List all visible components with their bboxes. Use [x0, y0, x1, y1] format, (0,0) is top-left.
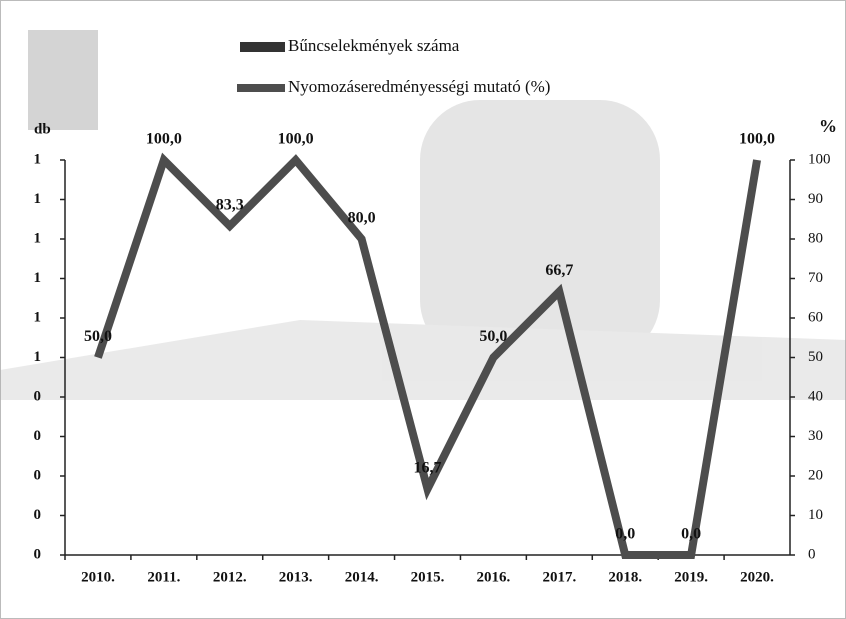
- data-label: 83,3: [216, 197, 244, 214]
- x-tick-label: 2018.: [608, 569, 642, 585]
- y2-tick-label: 10: [808, 507, 823, 523]
- data-label: 100,0: [146, 131, 182, 148]
- x-tick-label: 2016.: [477, 569, 511, 585]
- data-label: 100,0: [278, 131, 314, 148]
- x-tick-label: 2012.: [213, 569, 247, 585]
- legend-swatch: [240, 42, 285, 52]
- x-tick-label: 2014.: [345, 569, 379, 585]
- x-tick-label: 2011.: [147, 569, 180, 585]
- x-tick-label: 2019.: [674, 569, 708, 585]
- y2-tick-label: 50: [808, 349, 823, 365]
- x-tick-label: 2013.: [279, 569, 313, 585]
- y-tick-label: 1: [34, 349, 42, 365]
- y-tick-label: 0: [34, 546, 42, 562]
- y2-tick-label: 40: [808, 388, 823, 404]
- y2-axis-title: %: [819, 116, 837, 136]
- logo: [28, 30, 98, 130]
- data-label: 50,0: [84, 328, 112, 345]
- data-label: 50,0: [479, 328, 507, 345]
- data-label: 80,0: [348, 210, 376, 227]
- y-tick-label: 1: [34, 151, 42, 167]
- line: [94, 152, 761, 559]
- y2-tick-label: 0: [808, 546, 816, 562]
- y-tick-label: 0: [34, 388, 42, 404]
- y-tick-label: 1: [34, 270, 42, 286]
- y-tick-label: 0: [34, 428, 42, 444]
- data-label: 66,7: [545, 262, 573, 279]
- data-label: 100,0: [739, 131, 775, 148]
- y-tick-label: 1: [34, 230, 42, 246]
- legend-label: Nyomozáseredményességi mutató (%): [288, 77, 550, 96]
- y2-tick-label: 60: [808, 309, 823, 325]
- building: [420, 100, 660, 360]
- x-tick-label: 2017.: [542, 569, 576, 585]
- y-tick-label: 1: [34, 309, 42, 325]
- x-tick-label: 2015.: [411, 569, 445, 585]
- x-tick-label: 2010.: [81, 569, 115, 585]
- data-label: 0,0: [681, 526, 701, 543]
- background-picture: [0, 30, 846, 400]
- x-tick-label: 2020.: [740, 569, 774, 585]
- y2-tick-label: 90: [808, 191, 823, 207]
- y2-tick-label: 30: [808, 428, 823, 444]
- y-tick-label: 1: [34, 191, 42, 207]
- y-tick-label: 0: [34, 467, 42, 483]
- y2-tick-label: 70: [808, 270, 823, 286]
- data-label: 0,0: [615, 526, 635, 543]
- y-axis-title: db: [34, 121, 51, 137]
- y-tick-label: 0: [34, 507, 42, 523]
- data-label: 16,7: [414, 460, 442, 477]
- y2-tick-label: 100: [808, 151, 831, 167]
- y2-tick-label: 80: [808, 230, 823, 246]
- ground: [0, 320, 846, 400]
- y2-tick-label: 20: [808, 467, 823, 483]
- legend-label: Bűncselekmények száma: [288, 36, 460, 55]
